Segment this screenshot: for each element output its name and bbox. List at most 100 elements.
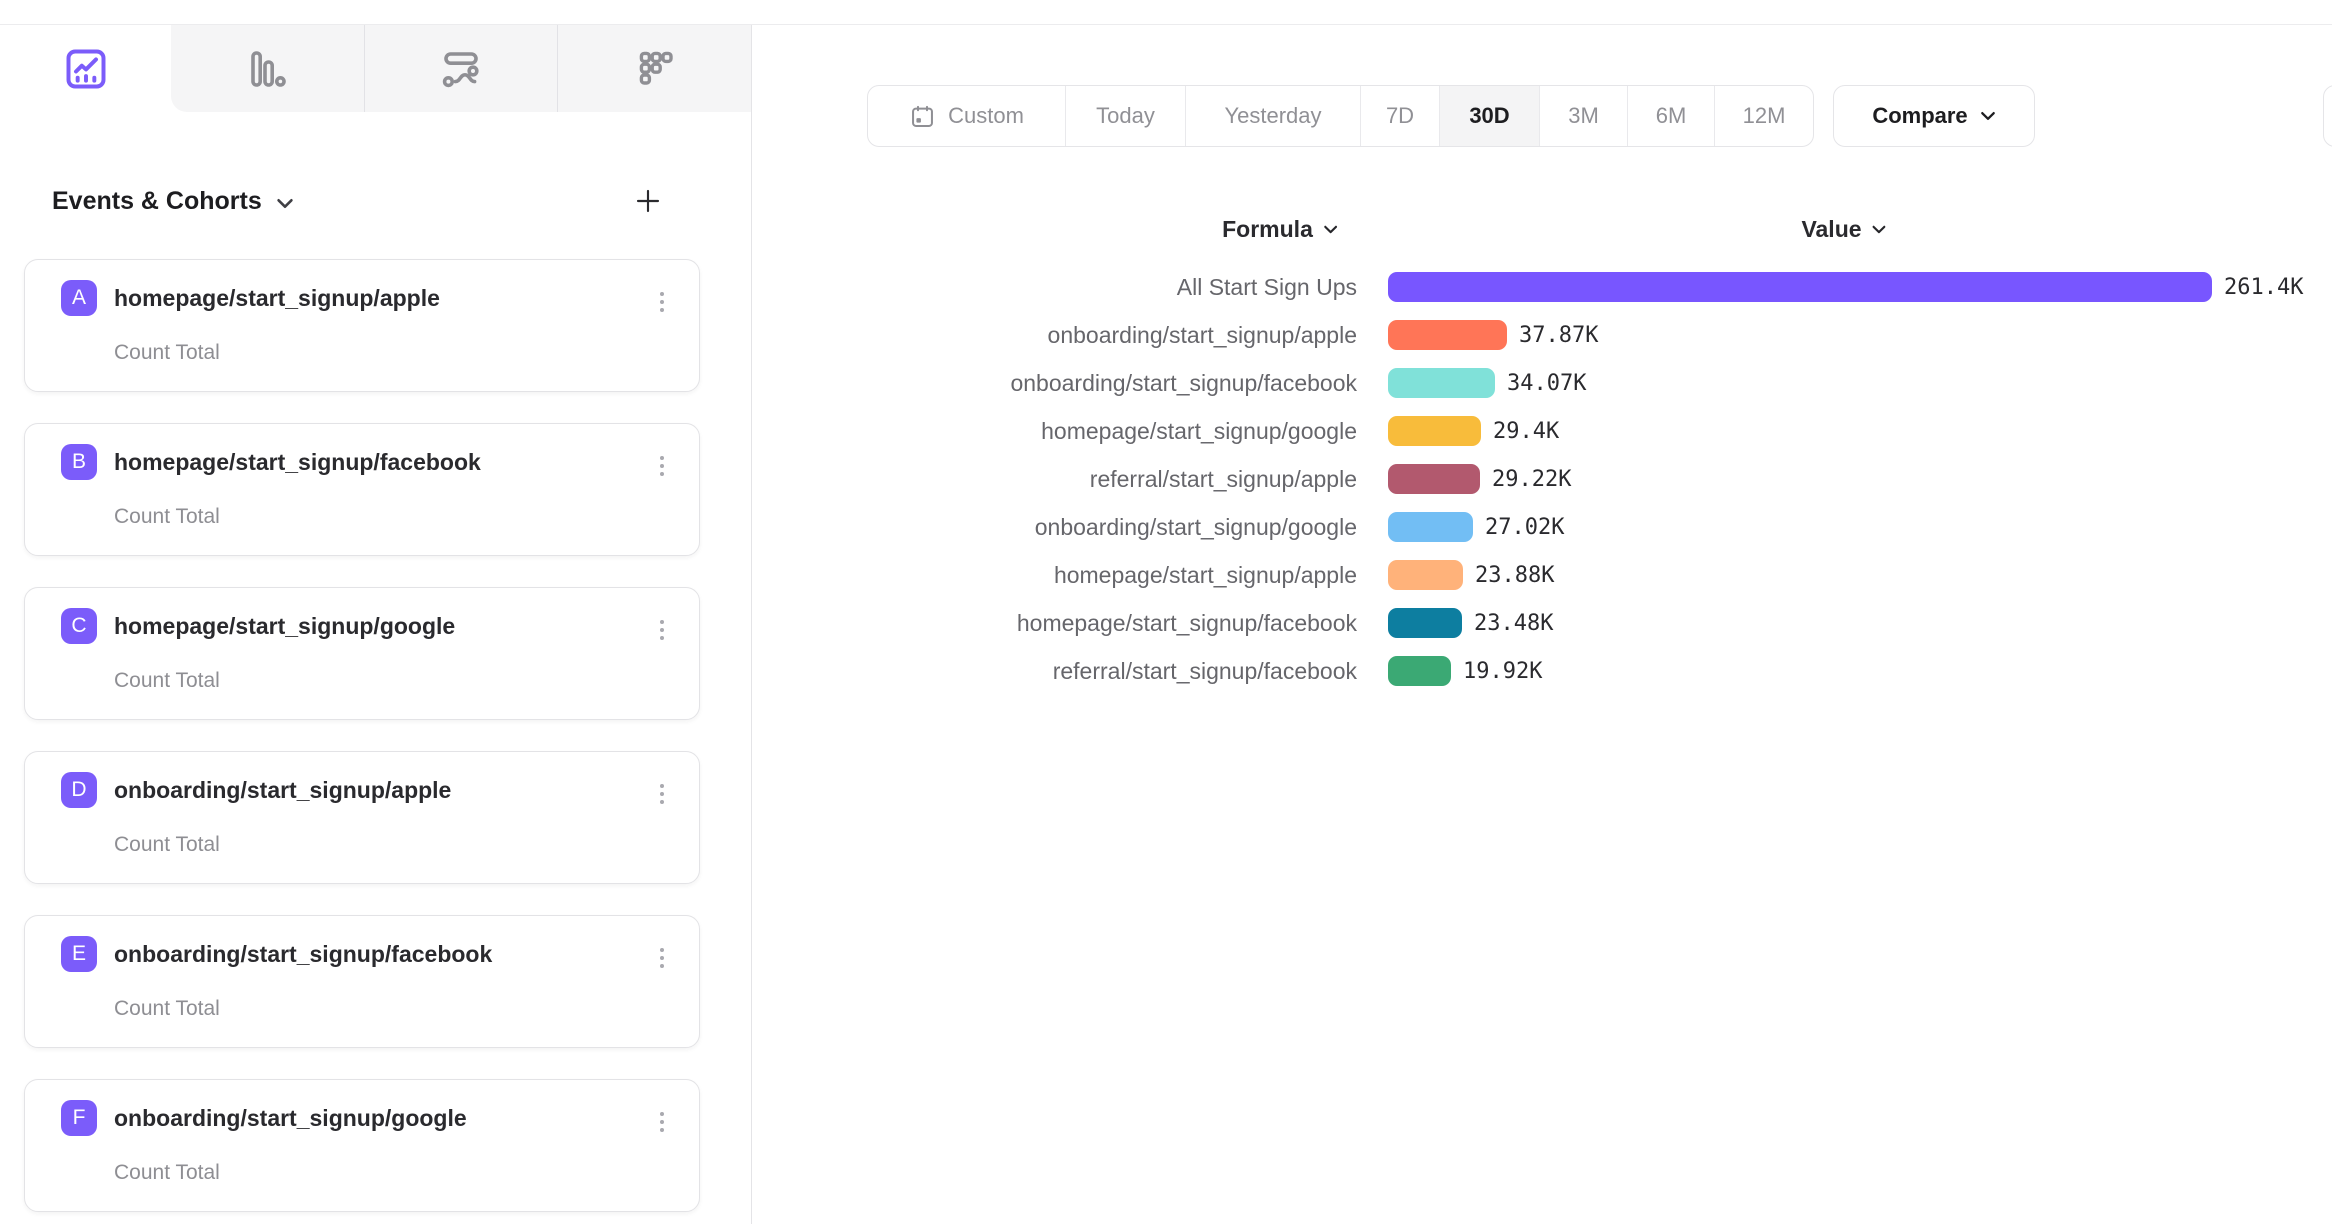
bar-row: onboarding/start_signup/google 27.02K <box>752 503 2332 551</box>
compare-button[interactable]: Compare <box>1833 85 2035 147</box>
range-label: Today <box>1096 103 1155 128</box>
event-badge: F <box>61 1100 97 1136</box>
bar-chart: All Start Sign Ups 261.4K onboarding/start… <box>752 263 2332 695</box>
bar[interactable] <box>1388 368 1495 398</box>
bar[interactable] <box>1388 512 1473 542</box>
bar-row: homepage/start_signup/google 29.4K <box>752 407 2332 455</box>
range-yesterday[interactable]: Yesterday <box>1185 86 1360 146</box>
event-name: homepage/start_signup/google <box>114 613 456 639</box>
event-badge: D <box>61 772 97 808</box>
tab-flow[interactable] <box>363 25 558 112</box>
kebab-menu-icon[interactable] <box>651 454 673 478</box>
bar-row: All Start Sign Ups 261.4K <box>752 263 2332 311</box>
event-name: onboarding/start_signup/apple <box>114 777 452 803</box>
tab-bar-chart[interactable] <box>171 25 364 112</box>
top-bar <box>0 0 2332 25</box>
bar-value: 29.4K <box>1493 418 1560 444</box>
chevron-down-icon <box>276 197 294 210</box>
range-30d[interactable]: 30D <box>1439 86 1539 146</box>
partial-button-right-edge[interactable] <box>2323 85 2332 147</box>
bar-value: 27.02K <box>1485 514 1565 540</box>
kebab-menu-icon[interactable] <box>651 618 673 642</box>
event-name: onboarding/start_signup/google <box>114 1105 467 1131</box>
event-measure[interactable]: Count Total <box>114 505 220 528</box>
plus-icon <box>632 185 664 217</box>
bar[interactable] <box>1388 272 2212 302</box>
event-name: onboarding/start_signup/facebook <box>114 941 493 967</box>
bar-label: referral/start_signup/apple <box>1089 465 1357 492</box>
event-measure[interactable]: Count Total <box>114 341 220 364</box>
bar-label: All Start Sign Ups <box>1176 273 1357 300</box>
event-measure[interactable]: Count Total <box>114 833 220 856</box>
range-label: Custom <box>948 103 1024 128</box>
chevron-down-icon <box>1323 224 1338 235</box>
range-7d[interactable]: 7D <box>1360 86 1439 146</box>
bar-value: 19.92K <box>1463 658 1543 684</box>
add-event-button[interactable] <box>630 183 666 219</box>
kebab-menu-icon[interactable] <box>651 946 673 970</box>
bar-value: 34.07K <box>1507 370 1587 396</box>
bar[interactable] <box>1388 416 1481 446</box>
bar-row: onboarding/start_signup/apple 37.87K <box>752 311 2332 359</box>
bar[interactable] <box>1388 320 1507 350</box>
formula-header-label: Formula <box>1222 215 1313 242</box>
bar[interactable] <box>1388 608 1462 638</box>
bar-row: homepage/start_signup/apple 23.88K <box>752 551 2332 599</box>
bar-row: referral/start_signup/apple 29.22K <box>752 455 2332 503</box>
bar[interactable] <box>1388 464 1480 494</box>
range-label: 6M <box>1655 103 1687 128</box>
event-measure[interactable]: Count Total <box>114 997 220 1020</box>
event-badge: C <box>61 608 97 644</box>
event-badge: A <box>61 280 97 316</box>
bar-chart-icon <box>243 45 291 93</box>
range-3m[interactable]: 3M <box>1539 86 1627 146</box>
tab-grid[interactable] <box>557 25 751 112</box>
event-measure[interactable]: Count Total <box>114 1161 220 1184</box>
range-label: 12M <box>1742 103 1786 128</box>
chevron-down-icon <box>1872 224 1887 235</box>
calendar-icon <box>909 103 936 130</box>
value-header-label: Value <box>1801 215 1862 242</box>
bar-row: homepage/start_signup/facebook 23.48K <box>752 599 2332 647</box>
chevron-down-icon <box>1980 110 1996 122</box>
dot-grid-icon <box>631 45 679 93</box>
range-12m[interactable]: 12M <box>1714 86 1813 146</box>
bar-row: onboarding/start_signup/facebook 34.07K <box>752 359 2332 407</box>
bar[interactable] <box>1388 656 1451 686</box>
kebab-menu-icon[interactable] <box>651 782 673 806</box>
event-measure[interactable]: Count Total <box>114 669 220 692</box>
flow-icon <box>437 45 485 93</box>
value-column-header[interactable]: Value <box>1801 206 1886 252</box>
kebab-menu-icon[interactable] <box>651 1110 673 1134</box>
bar-value: 29.22K <box>1492 466 1572 492</box>
sidebar-header: Events & Cohorts <box>52 178 700 224</box>
event-badge: B <box>61 444 97 480</box>
bar-row: referral/start_signup/facebook 19.92K <box>752 647 2332 695</box>
range-label: 7D <box>1385 103 1415 128</box>
bar-label: onboarding/start_signup/facebook <box>1010 369 1357 396</box>
event-badge: E <box>61 936 97 972</box>
range-today[interactable]: Today <box>1065 86 1185 146</box>
range-6m[interactable]: 6M <box>1627 86 1714 146</box>
bar[interactable] <box>1388 560 1463 590</box>
range-label: 30D <box>1469 103 1510 128</box>
bar-label: homepage/start_signup/facebook <box>1016 609 1357 636</box>
events-cohorts-title[interactable]: Events & Cohorts <box>52 186 262 215</box>
kebab-menu-icon[interactable] <box>651 290 673 314</box>
bar-value: 37.87K <box>1519 322 1599 348</box>
formula-column-header[interactable]: Formula <box>1222 206 1338 252</box>
compare-label: Compare <box>1872 103 1968 128</box>
date-range-selector: Custom Today Yesterday 7D 30D 3M 6M 12M <box>867 85 1814 147</box>
range-custom[interactable]: Custom <box>868 86 1065 146</box>
bar-label: referral/start_signup/facebook <box>1052 657 1357 684</box>
inactive-tabs-group <box>171 25 751 112</box>
event-name: homepage/start_signup/facebook <box>114 449 481 475</box>
tab-insights-line-chart[interactable] <box>0 25 171 112</box>
